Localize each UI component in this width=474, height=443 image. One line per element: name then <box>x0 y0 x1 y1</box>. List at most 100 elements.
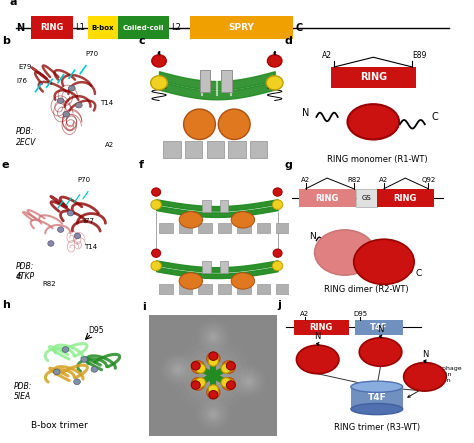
Text: I5: I5 <box>16 274 22 280</box>
Ellipse shape <box>231 212 255 228</box>
FancyBboxPatch shape <box>237 223 251 233</box>
FancyBboxPatch shape <box>190 16 292 39</box>
Circle shape <box>152 188 161 196</box>
FancyBboxPatch shape <box>221 70 232 92</box>
FancyBboxPatch shape <box>88 16 118 39</box>
Circle shape <box>81 357 88 362</box>
Circle shape <box>227 361 235 370</box>
Circle shape <box>221 364 231 373</box>
FancyBboxPatch shape <box>198 223 212 233</box>
Text: A2: A2 <box>322 51 332 61</box>
Text: c: c <box>139 36 146 47</box>
Circle shape <box>204 406 222 423</box>
Circle shape <box>195 364 206 373</box>
Ellipse shape <box>179 273 202 289</box>
FancyBboxPatch shape <box>250 141 267 159</box>
Text: b: b <box>2 36 10 47</box>
FancyBboxPatch shape <box>276 223 290 233</box>
Text: R82: R82 <box>43 281 56 288</box>
Text: P70: P70 <box>86 51 99 57</box>
Text: RING dimer (R2-WT): RING dimer (R2-WT) <box>324 285 409 295</box>
Text: PDB:
2ECV: PDB: 2ECV <box>16 127 36 147</box>
Circle shape <box>266 76 283 90</box>
FancyBboxPatch shape <box>179 284 192 294</box>
Circle shape <box>58 227 64 233</box>
Circle shape <box>209 332 218 341</box>
Text: RING: RING <box>41 23 64 32</box>
Text: i: i <box>142 302 146 312</box>
Ellipse shape <box>179 212 202 228</box>
Circle shape <box>242 375 256 388</box>
Ellipse shape <box>231 273 255 289</box>
FancyBboxPatch shape <box>218 284 231 294</box>
Circle shape <box>54 369 60 375</box>
Text: PDB:
5IEA: PDB: 5IEA <box>13 382 32 401</box>
Circle shape <box>208 385 219 394</box>
Text: d: d <box>284 36 292 47</box>
Text: GS: GS <box>361 195 371 201</box>
Circle shape <box>247 379 251 384</box>
Text: E79: E79 <box>18 64 32 70</box>
Circle shape <box>195 377 206 387</box>
Circle shape <box>191 361 205 373</box>
Circle shape <box>209 390 218 399</box>
Circle shape <box>267 55 282 67</box>
FancyBboxPatch shape <box>276 284 290 294</box>
Circle shape <box>237 370 261 392</box>
Circle shape <box>209 410 218 419</box>
Text: T4 phage
fibritin
foldon: T4 phage fibritin foldon <box>408 366 462 397</box>
Circle shape <box>206 408 220 421</box>
Text: RING: RING <box>315 194 339 202</box>
FancyBboxPatch shape <box>256 223 270 233</box>
FancyBboxPatch shape <box>185 141 202 159</box>
Ellipse shape <box>351 404 403 415</box>
FancyBboxPatch shape <box>164 141 181 159</box>
Circle shape <box>175 367 180 372</box>
Circle shape <box>198 361 228 390</box>
Circle shape <box>191 377 205 390</box>
Circle shape <box>207 352 220 365</box>
Circle shape <box>168 361 187 378</box>
Ellipse shape <box>219 109 250 140</box>
Circle shape <box>193 356 234 395</box>
Circle shape <box>273 200 283 210</box>
FancyBboxPatch shape <box>198 284 212 294</box>
Circle shape <box>227 381 235 389</box>
Text: N: N <box>17 23 25 33</box>
Text: T14: T14 <box>84 244 98 249</box>
Text: C: C <box>416 269 422 278</box>
Text: RING monomer (R1-WT): RING monomer (R1-WT) <box>327 155 427 164</box>
FancyBboxPatch shape <box>220 200 228 212</box>
FancyBboxPatch shape <box>356 189 377 207</box>
FancyBboxPatch shape <box>299 189 356 207</box>
Circle shape <box>151 200 161 210</box>
Text: T14: T14 <box>100 100 113 106</box>
Text: RING: RING <box>393 194 417 202</box>
FancyBboxPatch shape <box>293 320 349 334</box>
FancyBboxPatch shape <box>218 223 231 233</box>
Text: B-box trimer: B-box trimer <box>31 421 88 430</box>
Circle shape <box>208 370 219 380</box>
Circle shape <box>354 239 414 284</box>
Circle shape <box>57 98 64 103</box>
Text: I76: I76 <box>16 78 27 84</box>
FancyBboxPatch shape <box>331 67 416 88</box>
Text: N: N <box>302 108 310 118</box>
Circle shape <box>152 55 166 67</box>
FancyBboxPatch shape <box>179 223 192 233</box>
Circle shape <box>73 379 81 385</box>
Text: D95: D95 <box>89 326 104 335</box>
Text: T4F: T4F <box>367 393 386 402</box>
Text: R82: R82 <box>347 177 361 183</box>
Text: e: e <box>2 160 9 170</box>
Circle shape <box>74 233 81 239</box>
Text: f: f <box>139 160 144 170</box>
FancyBboxPatch shape <box>228 141 246 159</box>
Text: RING: RING <box>310 323 333 332</box>
FancyBboxPatch shape <box>351 387 403 409</box>
Text: P70: P70 <box>77 177 91 183</box>
Circle shape <box>203 365 224 385</box>
Text: I77: I77 <box>83 218 94 224</box>
Ellipse shape <box>351 381 403 392</box>
Circle shape <box>222 377 235 390</box>
